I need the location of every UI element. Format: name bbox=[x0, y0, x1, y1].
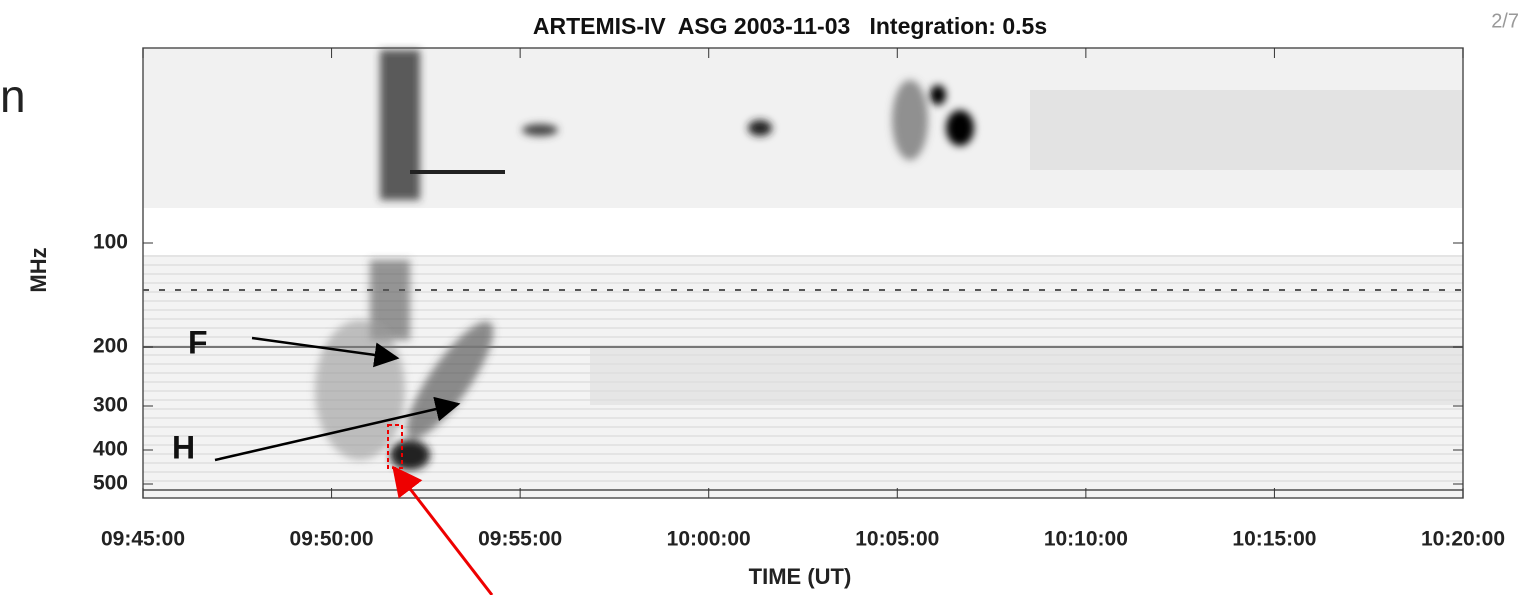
x-tick-label: 10:10:00 bbox=[1044, 528, 1128, 551]
y-axis-label: MHz bbox=[26, 247, 51, 292]
spectrogram bbox=[142, 47, 1464, 499]
annotation: H bbox=[172, 429, 195, 465]
annotation: F bbox=[188, 324, 208, 360]
page-number: 2/7 bbox=[1491, 10, 1519, 32]
x-tick-label: 10:20:00 bbox=[1421, 528, 1505, 551]
x-tick-label: 09:50:00 bbox=[290, 528, 374, 551]
x-tick-label: 10:00:00 bbox=[667, 528, 751, 551]
y-tick-label: 500 bbox=[93, 472, 128, 495]
emission bbox=[590, 345, 1463, 405]
red-arrow bbox=[392, 465, 494, 595]
y-tick-label: 400 bbox=[93, 438, 128, 461]
x-tick-label: 10:05:00 bbox=[855, 528, 939, 551]
emission bbox=[1030, 90, 1463, 170]
plot-frame bbox=[142, 47, 1464, 499]
edge-text: n bbox=[0, 70, 26, 122]
y-tick-label: 300 bbox=[93, 394, 128, 417]
ticks: 100 200 300 400 500 09:45:00 09:50:00 09:55:00 1… bbox=[93, 48, 1505, 551]
arrow bbox=[251, 336, 400, 368]
arrow bbox=[214, 396, 461, 462]
x-tick-label: 09:55:00 bbox=[478, 528, 562, 551]
x-axis-label: TIME (UT) bbox=[749, 564, 852, 589]
y-tick-label: 100 bbox=[93, 231, 128, 254]
y-tick-label: 200 bbox=[93, 335, 128, 358]
gap-band bbox=[143, 208, 1463, 255]
chart-title: ARTEMIS-IV ASG 2003-11-03 Integration: 0… bbox=[533, 13, 1047, 39]
x-tick-label: 10:15:00 bbox=[1232, 528, 1316, 551]
x-tick-label: 09:45:00 bbox=[101, 528, 185, 551]
